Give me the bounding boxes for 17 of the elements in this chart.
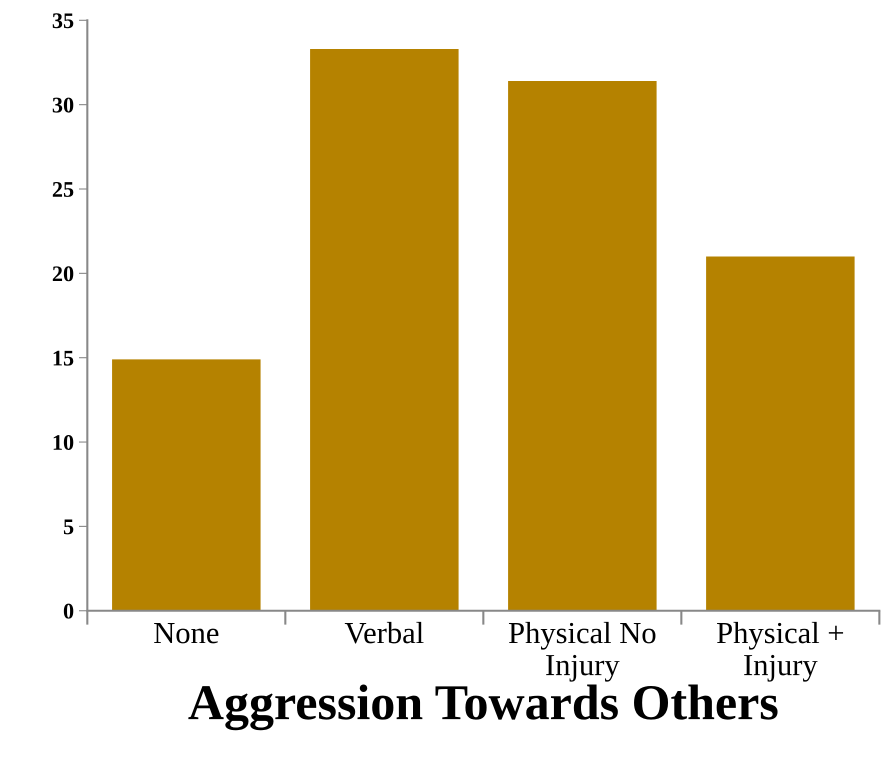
bar [112, 359, 261, 611]
y-tick-label: 30 [52, 98, 74, 113]
x-tick-label: Verbal [344, 622, 424, 644]
x-tick-label: Physical + Injury [717, 622, 844, 682]
y-tick-label: 35 [52, 13, 74, 28]
y-tick-label: 25 [52, 182, 74, 197]
x-axis-title: Aggression Towards Others [188, 684, 778, 730]
bar [706, 256, 855, 611]
x-tick-label: None [154, 623, 218, 644]
bar [508, 81, 657, 611]
y-tick-label: 5 [64, 520, 74, 534]
y-tick-label: 10 [54, 434, 74, 450]
x-tick-label: Physical No Injury [508, 622, 656, 682]
bar [310, 48, 459, 611]
y-tick-label: 15 [54, 350, 74, 366]
y-tick-label: 20 [52, 266, 74, 282]
y-tick-label: 0 [64, 604, 74, 619]
